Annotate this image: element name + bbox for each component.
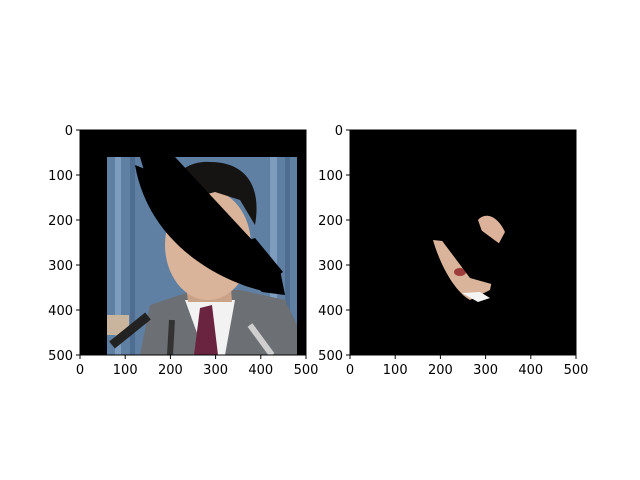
left-axes-frame [79, 129, 307, 356]
right-y-tick-label: 500 [318, 349, 343, 364]
left-x-tick-label: 500 [294, 363, 319, 378]
left-x-tick-label: 400 [248, 363, 273, 378]
right-x-tick-label: 300 [473, 363, 498, 378]
right-y-tick-label: 200 [318, 214, 343, 229]
left-x-axis: 0 100 200 300 400 500 [76, 355, 319, 378]
left-y-tick-label: 0 [65, 124, 73, 139]
left-y-axis: 0 100 200 300 400 500 [48, 124, 80, 364]
right-axes-frame [349, 129, 577, 356]
right-x-tick-label: 0 [346, 363, 354, 378]
left-y-tick-label: 300 [48, 259, 73, 274]
left-x-tick-label: 200 [158, 363, 183, 378]
left-y-tick-label: 400 [48, 304, 73, 319]
right-x-axis: 0 100 200 300 400 500 [346, 355, 589, 378]
right-x-tick-label: 200 [428, 363, 453, 378]
right-y-tick-label: 100 [318, 169, 343, 184]
left-x-tick-label: 100 [113, 363, 138, 378]
left-y-tick-label: 500 [48, 349, 73, 364]
left-y-tick-label: 100 [48, 169, 73, 184]
left-x-tick-label: 300 [203, 363, 228, 378]
left-y-tick-label: 200 [48, 214, 73, 229]
right-x-tick-label: 100 [383, 363, 408, 378]
right-x-tick-label: 400 [518, 363, 543, 378]
right-y-axis: 0 100 200 300 400 500 [318, 124, 350, 364]
right-y-tick-label: 300 [318, 259, 343, 274]
right-x-tick-label: 500 [564, 363, 589, 378]
right-y-tick-label: 400 [318, 304, 343, 319]
right-image-face-crop [433, 215, 508, 302]
right-image-panel: 0 100 200 300 400 500 0 100 200 300 400 500 [318, 124, 588, 378]
left-image-photo [107, 157, 297, 355]
left-image-panel: 0 100 200 300 400 500 0 100 200 300 400 500 [48, 124, 318, 378]
right-y-tick-label: 0 [335, 124, 343, 139]
left-x-tick-label: 0 [76, 363, 84, 378]
